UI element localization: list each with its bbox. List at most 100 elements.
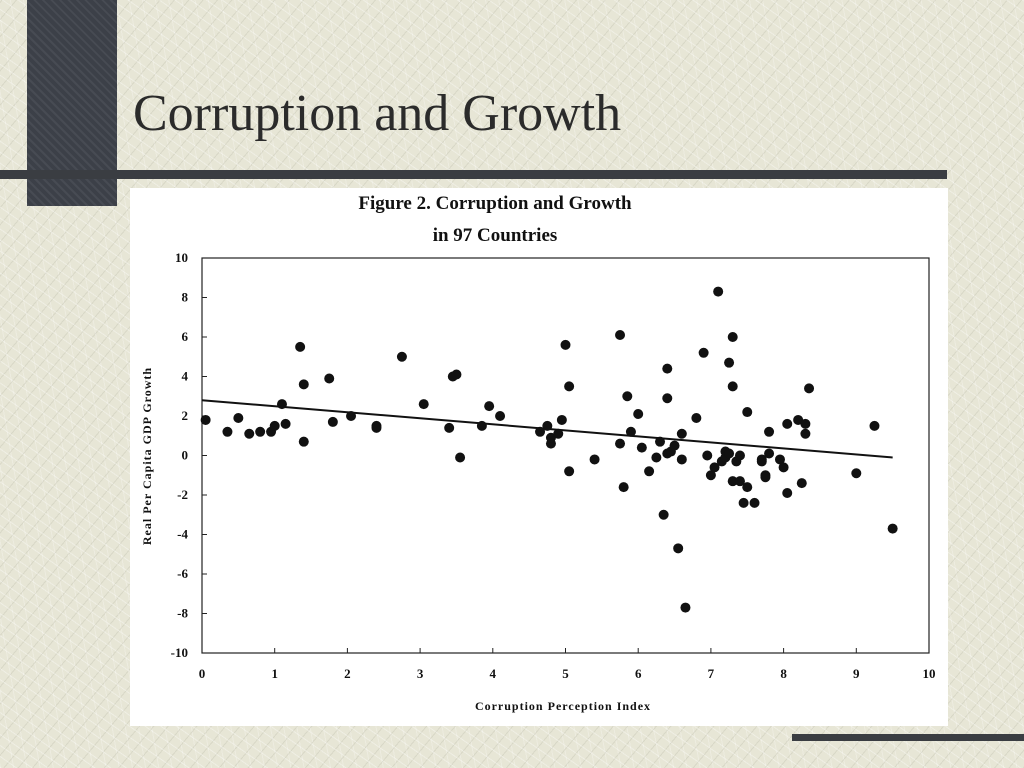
data-point — [738, 497, 749, 508]
data-point — [709, 462, 720, 473]
data-point — [673, 543, 684, 554]
y-tick-label: 8 — [182, 290, 189, 305]
data-point — [782, 488, 793, 499]
data-point — [851, 468, 862, 479]
data-point — [669, 440, 680, 451]
data-point — [698, 347, 709, 358]
y-tick-label: 2 — [182, 408, 189, 423]
chart-figure: Figure 2. Corruption and Growth in 97 Co… — [130, 188, 948, 726]
data-point — [633, 409, 644, 420]
data-point — [455, 452, 466, 463]
data-point — [724, 357, 735, 368]
data-point — [451, 369, 462, 380]
data-point — [869, 420, 880, 431]
data-point — [727, 476, 738, 487]
chart-title: Figure 2. Corruption and Growth — [358, 193, 632, 214]
y-tick-label: -4 — [177, 527, 188, 542]
data-point — [233, 412, 244, 423]
y-tick-label: -8 — [177, 606, 188, 621]
x-axis: 0 1 2 3 4 5 6 7 8 9 10 — [199, 648, 936, 681]
data-point — [564, 466, 575, 477]
data-point — [618, 482, 629, 493]
data-point — [804, 383, 815, 394]
data-points — [200, 286, 898, 613]
data-point — [796, 478, 807, 489]
data-point — [676, 454, 687, 465]
data-point — [734, 476, 745, 487]
data-point — [782, 418, 793, 429]
data-point — [542, 420, 553, 431]
data-point — [658, 509, 669, 520]
data-point — [727, 381, 738, 392]
data-point — [764, 426, 775, 437]
data-point — [676, 428, 687, 439]
x-tick-label: 8 — [780, 666, 787, 681]
data-point — [651, 452, 662, 463]
data-point — [691, 412, 702, 423]
data-point — [222, 426, 233, 437]
x-axis-label: Corruption Perception Index — [475, 699, 651, 713]
data-point — [298, 436, 309, 447]
data-point — [255, 426, 266, 437]
data-point — [564, 381, 575, 392]
data-point — [371, 422, 382, 433]
plot-area-border — [201, 257, 930, 654]
y-axis-label: Real Per Capita GDP Growth — [140, 367, 154, 545]
x-tick-label: 10 — [923, 666, 936, 681]
data-point — [327, 416, 338, 427]
data-point — [615, 330, 626, 341]
x-tick-label: 7 — [708, 666, 715, 681]
data-point — [244, 428, 255, 439]
title-rule — [0, 170, 947, 179]
data-point — [774, 454, 785, 465]
data-point — [200, 414, 211, 425]
data-point — [346, 411, 357, 421]
data-point — [680, 602, 691, 613]
data-point — [476, 420, 487, 431]
data-point — [655, 436, 666, 447]
data-point — [535, 426, 546, 437]
x-tick-label: 3 — [417, 666, 424, 681]
data-point — [553, 428, 564, 439]
data-point — [396, 351, 407, 362]
data-point — [778, 462, 789, 473]
data-point — [324, 373, 335, 384]
data-point — [625, 426, 636, 437]
y-tick-label: 6 — [182, 329, 189, 344]
data-point — [295, 341, 306, 352]
data-point — [734, 450, 745, 461]
y-tick-label: -2 — [177, 487, 188, 502]
y-tick-label: 4 — [182, 369, 189, 384]
x-tick-label: 6 — [635, 666, 642, 681]
data-point — [560, 339, 571, 350]
y-tick-label: 0 — [182, 448, 189, 463]
data-point — [764, 448, 775, 459]
y-tick-label: -6 — [177, 566, 188, 581]
data-point — [749, 497, 760, 508]
data-point — [622, 391, 633, 402]
data-point — [589, 454, 600, 465]
x-tick-label: 4 — [490, 666, 497, 681]
scatter-chart: Figure 2. Corruption and Growth in 97 Co… — [140, 193, 936, 713]
data-point — [556, 414, 567, 425]
footer-rule — [792, 734, 1024, 741]
data-point — [662, 363, 673, 374]
data-point — [644, 466, 655, 477]
data-point — [724, 448, 735, 459]
data-point — [484, 401, 495, 412]
data-point — [636, 442, 647, 453]
data-point — [756, 456, 767, 467]
data-point — [615, 438, 626, 449]
data-point — [760, 472, 771, 483]
data-point — [800, 418, 811, 429]
x-tick-label: 5 — [562, 666, 569, 681]
x-tick-label: 0 — [199, 666, 206, 681]
data-point — [662, 393, 673, 404]
y-tick-label: 10 — [175, 250, 188, 265]
data-point — [276, 399, 287, 410]
data-point — [298, 379, 309, 390]
data-point — [702, 450, 713, 461]
x-tick-label: 1 — [271, 666, 278, 681]
data-point — [800, 428, 811, 439]
data-point — [887, 523, 898, 534]
